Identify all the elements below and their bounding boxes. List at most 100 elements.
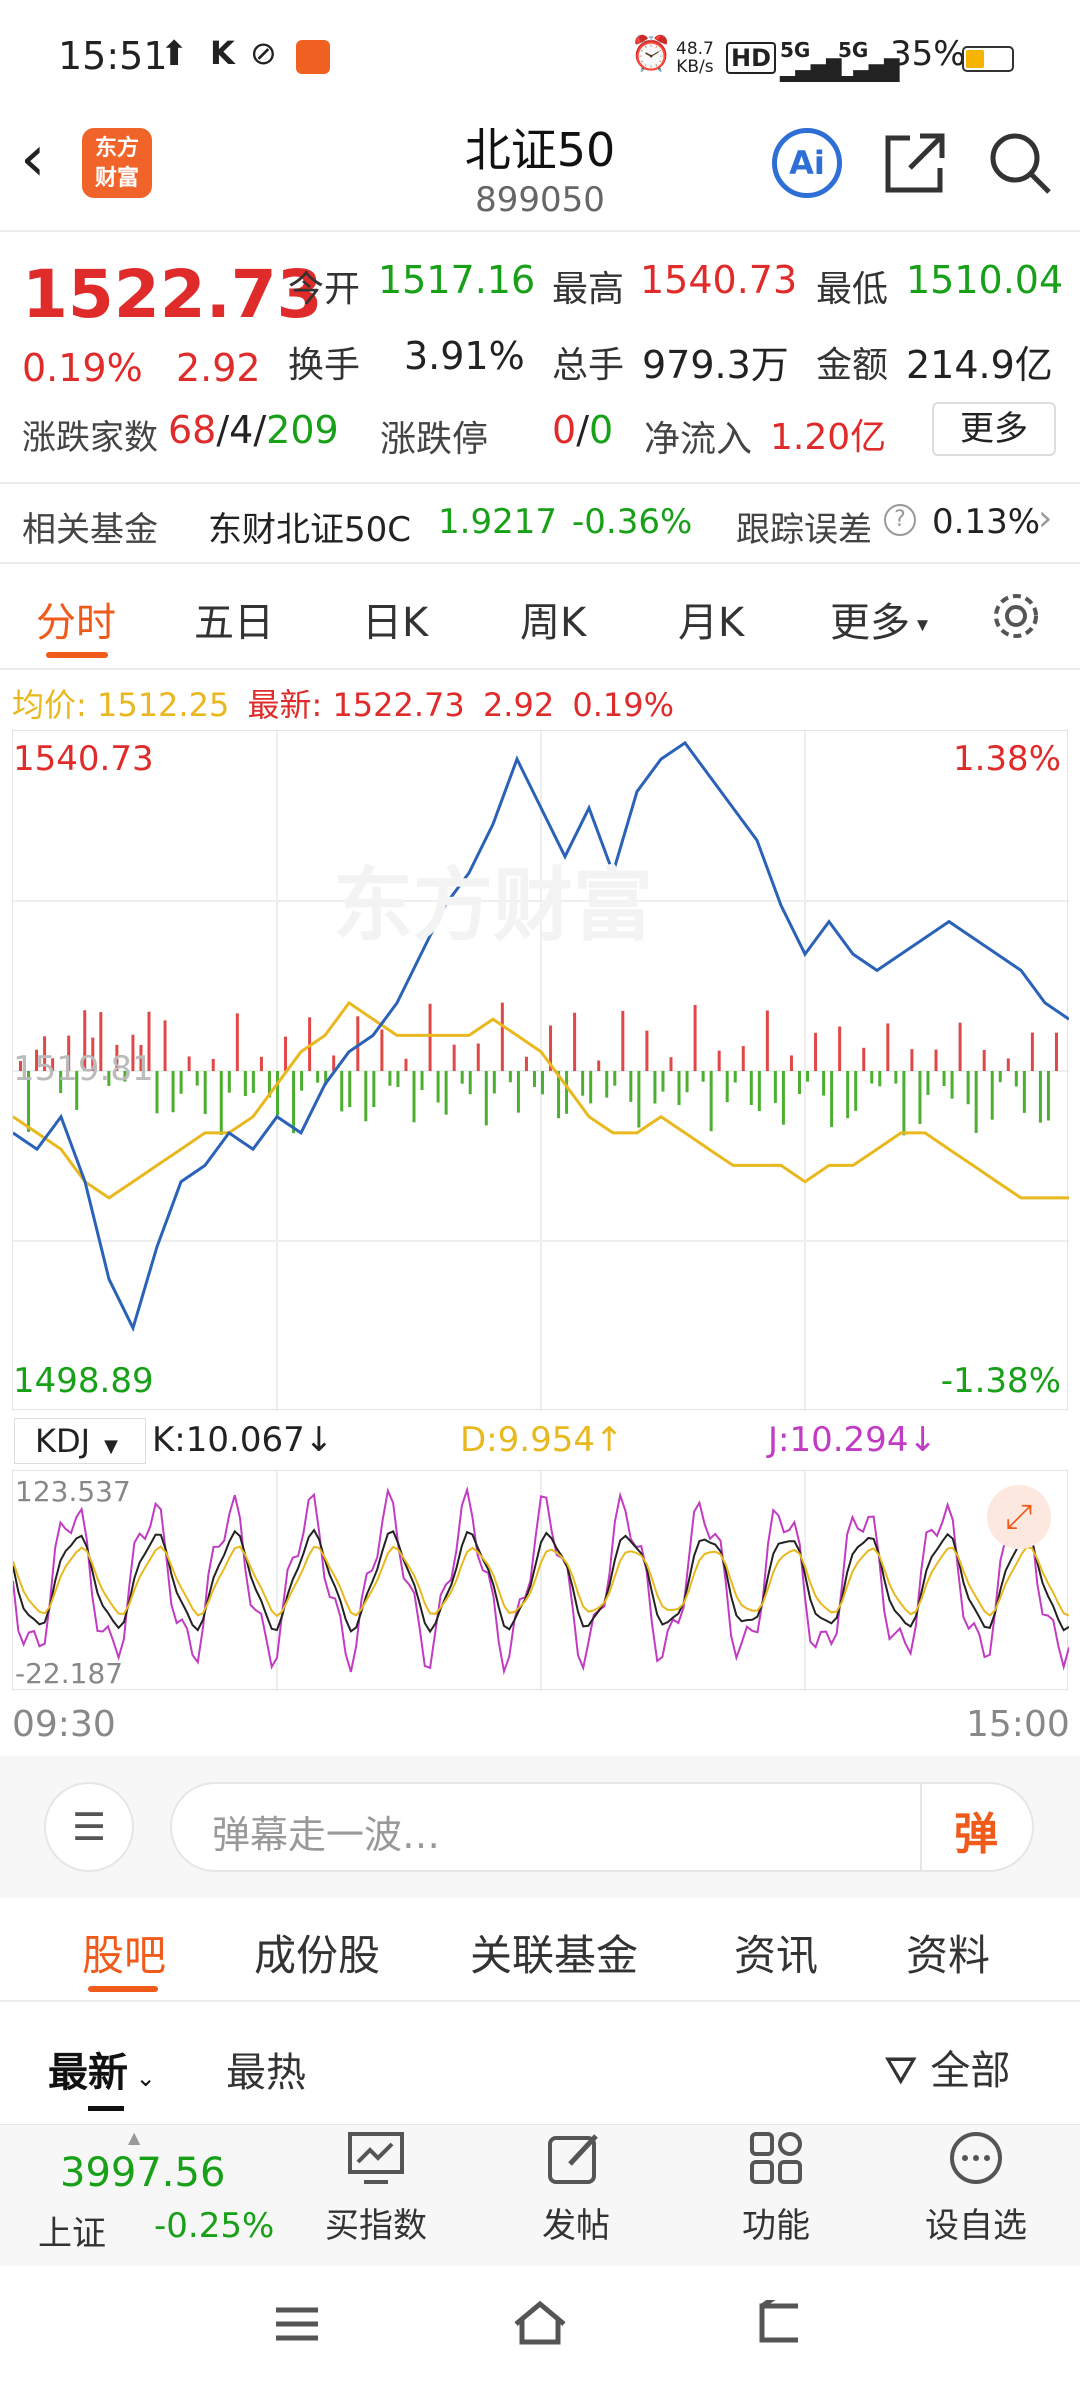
price-line (13, 740, 1069, 1333)
volume-bar-down (629, 1071, 633, 1102)
fund-nav: 1.9217 (438, 502, 557, 542)
ai-assistant-button[interactable]: Ai (772, 128, 842, 198)
volume-bar-down (492, 1071, 496, 1094)
danmaku-settings-icon[interactable]: ☰ (44, 1782, 134, 1872)
volume-bar-down (316, 1071, 320, 1083)
tab-daily-k[interactable]: 日K (362, 600, 429, 646)
volume-bar-down (757, 1071, 761, 1112)
tab-intraday[interactable]: 分时 (36, 600, 116, 646)
volume-bar-down (292, 1071, 296, 1134)
volume-bar-down (878, 1071, 882, 1087)
volume-bar-down (733, 1071, 737, 1083)
filter-hot[interactable]: 最热 (226, 2050, 306, 2096)
volume-bar-up (741, 1046, 745, 1071)
menu-icon[interactable] (272, 2304, 322, 2344)
danmaku-toggle[interactable]: 弹 (954, 1809, 998, 1860)
sh-index-value[interactable]: 3997.56 (60, 2150, 226, 2196)
volume-bar-up (838, 1026, 842, 1071)
volume-bar-up (693, 1004, 697, 1071)
pct-min-label: -1.38% (940, 1361, 1061, 1401)
kdj-k-line (13, 1528, 1069, 1634)
kdj-bottom-label: -22.187 (15, 1657, 124, 1690)
volume-bar-up (51, 1058, 55, 1071)
filter-all[interactable]: ⛛ 全部 (884, 2048, 1011, 2094)
share-icon[interactable] (880, 128, 950, 198)
volume-bar-up (452, 1044, 456, 1071)
home-icon[interactable] (510, 2298, 570, 2348)
back-icon[interactable]: ‹ (20, 122, 46, 196)
kdj-chart[interactable]: 123.537 -22.187 ⤢ (12, 1470, 1069, 1691)
comment-divider (920, 1784, 922, 1870)
volume-bar-down (773, 1071, 777, 1103)
volume-label: 总手 (552, 345, 625, 386)
volume-bar-down (508, 1071, 512, 1083)
volume-bar-up (524, 1056, 528, 1071)
help-icon[interactable]: ? (884, 504, 916, 536)
tab-news[interactable]: 资讯 (734, 1931, 819, 1980)
tab-guba[interactable]: 股吧 (82, 1931, 167, 1980)
hd-icon: HD (726, 42, 777, 74)
comment-bar: ☰ 弹幕走一波… 弹 (0, 1756, 1080, 1898)
intraday-chart[interactable]: 东方财富 1540.73 1.38% 1519.81 1498.89 -1.38… (12, 730, 1069, 1411)
filter-indicator (88, 2106, 124, 2111)
latest-change: 2.92 (482, 686, 555, 724)
tab-five-day[interactable]: 五日 (194, 600, 274, 646)
volume-bar-down (653, 1071, 657, 1104)
kdj-top-label: 123.537 (15, 1475, 131, 1508)
volume-bar-down (677, 1071, 681, 1106)
avg-label: 均价: (12, 686, 87, 724)
volume-bar-up (284, 1036, 288, 1071)
volume-bar-down (348, 1071, 352, 1108)
volume-bar-up (259, 1056, 263, 1071)
volume-bar-up (428, 1003, 432, 1071)
add-watchlist-button[interactable]: 设自选 (896, 2130, 1056, 2247)
fund-name[interactable]: 东财北证50C (208, 510, 412, 550)
tab-profile[interactable]: 资料 (906, 1931, 991, 1980)
volume-bar-down (484, 1071, 488, 1126)
volume-bar-down (300, 1071, 304, 1091)
settings-gear-icon[interactable] (990, 590, 1042, 642)
volume-bar-down (1046, 1071, 1050, 1121)
buy-index-button[interactable]: 买指数 (296, 2130, 456, 2247)
volume-bar-down (372, 1071, 376, 1108)
filter-latest[interactable]: 最新 ⌄ (48, 2050, 156, 2096)
volume-bar-down (605, 1071, 609, 1098)
tab-monthly-k[interactable]: 月K (678, 600, 745, 646)
volume-bar-down (661, 1071, 665, 1092)
limit-label: 涨跌停 (380, 419, 489, 460)
volume-bar-down (275, 1071, 279, 1116)
comment-input[interactable]: 弹幕走一波… 弹 (170, 1782, 1034, 1872)
tab-related-funds[interactable]: 关联基金 (470, 1931, 639, 1980)
volume-bar-up (139, 1044, 143, 1071)
bottom-toolbar (0, 2124, 1080, 2266)
y-max-label: 1540.73 (13, 739, 154, 779)
low-value: 1510.04 (906, 258, 1064, 302)
more-quote-button[interactable]: 更多 (932, 402, 1056, 456)
volume-bar-down (541, 1071, 544, 1095)
indicator-select[interactable]: KDJ ▼ (14, 1418, 146, 1464)
tab-more[interactable]: 更多 ▾ (830, 600, 929, 646)
back-nav-icon[interactable] (752, 2300, 808, 2346)
volume-bar-down (155, 1071, 159, 1114)
functions-button[interactable]: 功能 (696, 2130, 856, 2247)
chart-icon (348, 2132, 404, 2184)
volume-bar-down (854, 1071, 858, 1111)
volume-bar-up (597, 1060, 601, 1071)
tab-constituents[interactable]: 成份股 (254, 1931, 381, 1980)
system-nav-bar (0, 2266, 1080, 2388)
volume-bar-down (990, 1071, 994, 1120)
latest-label: 最新: (247, 686, 323, 724)
volume-bar-up (549, 1025, 553, 1071)
kdj-d-value: D:9.954↑ (460, 1420, 624, 1460)
volume-bar-down (701, 1071, 705, 1082)
tab-weekly-k[interactable]: 周K (520, 600, 587, 646)
post-button[interactable]: 发帖 (496, 2130, 656, 2247)
turnover-value: 3.91% (404, 334, 525, 378)
open-value: 1517.16 (378, 258, 536, 302)
expand-icon[interactable]: ⤢ (987, 1485, 1051, 1549)
amount-label: 金额 (816, 345, 889, 386)
limit-value: 0/0 (552, 408, 614, 452)
kdj-k-value: K:10.067↓ (152, 1420, 334, 1460)
chevron-right-icon: › (1038, 498, 1053, 539)
search-icon[interactable] (985, 128, 1055, 198)
